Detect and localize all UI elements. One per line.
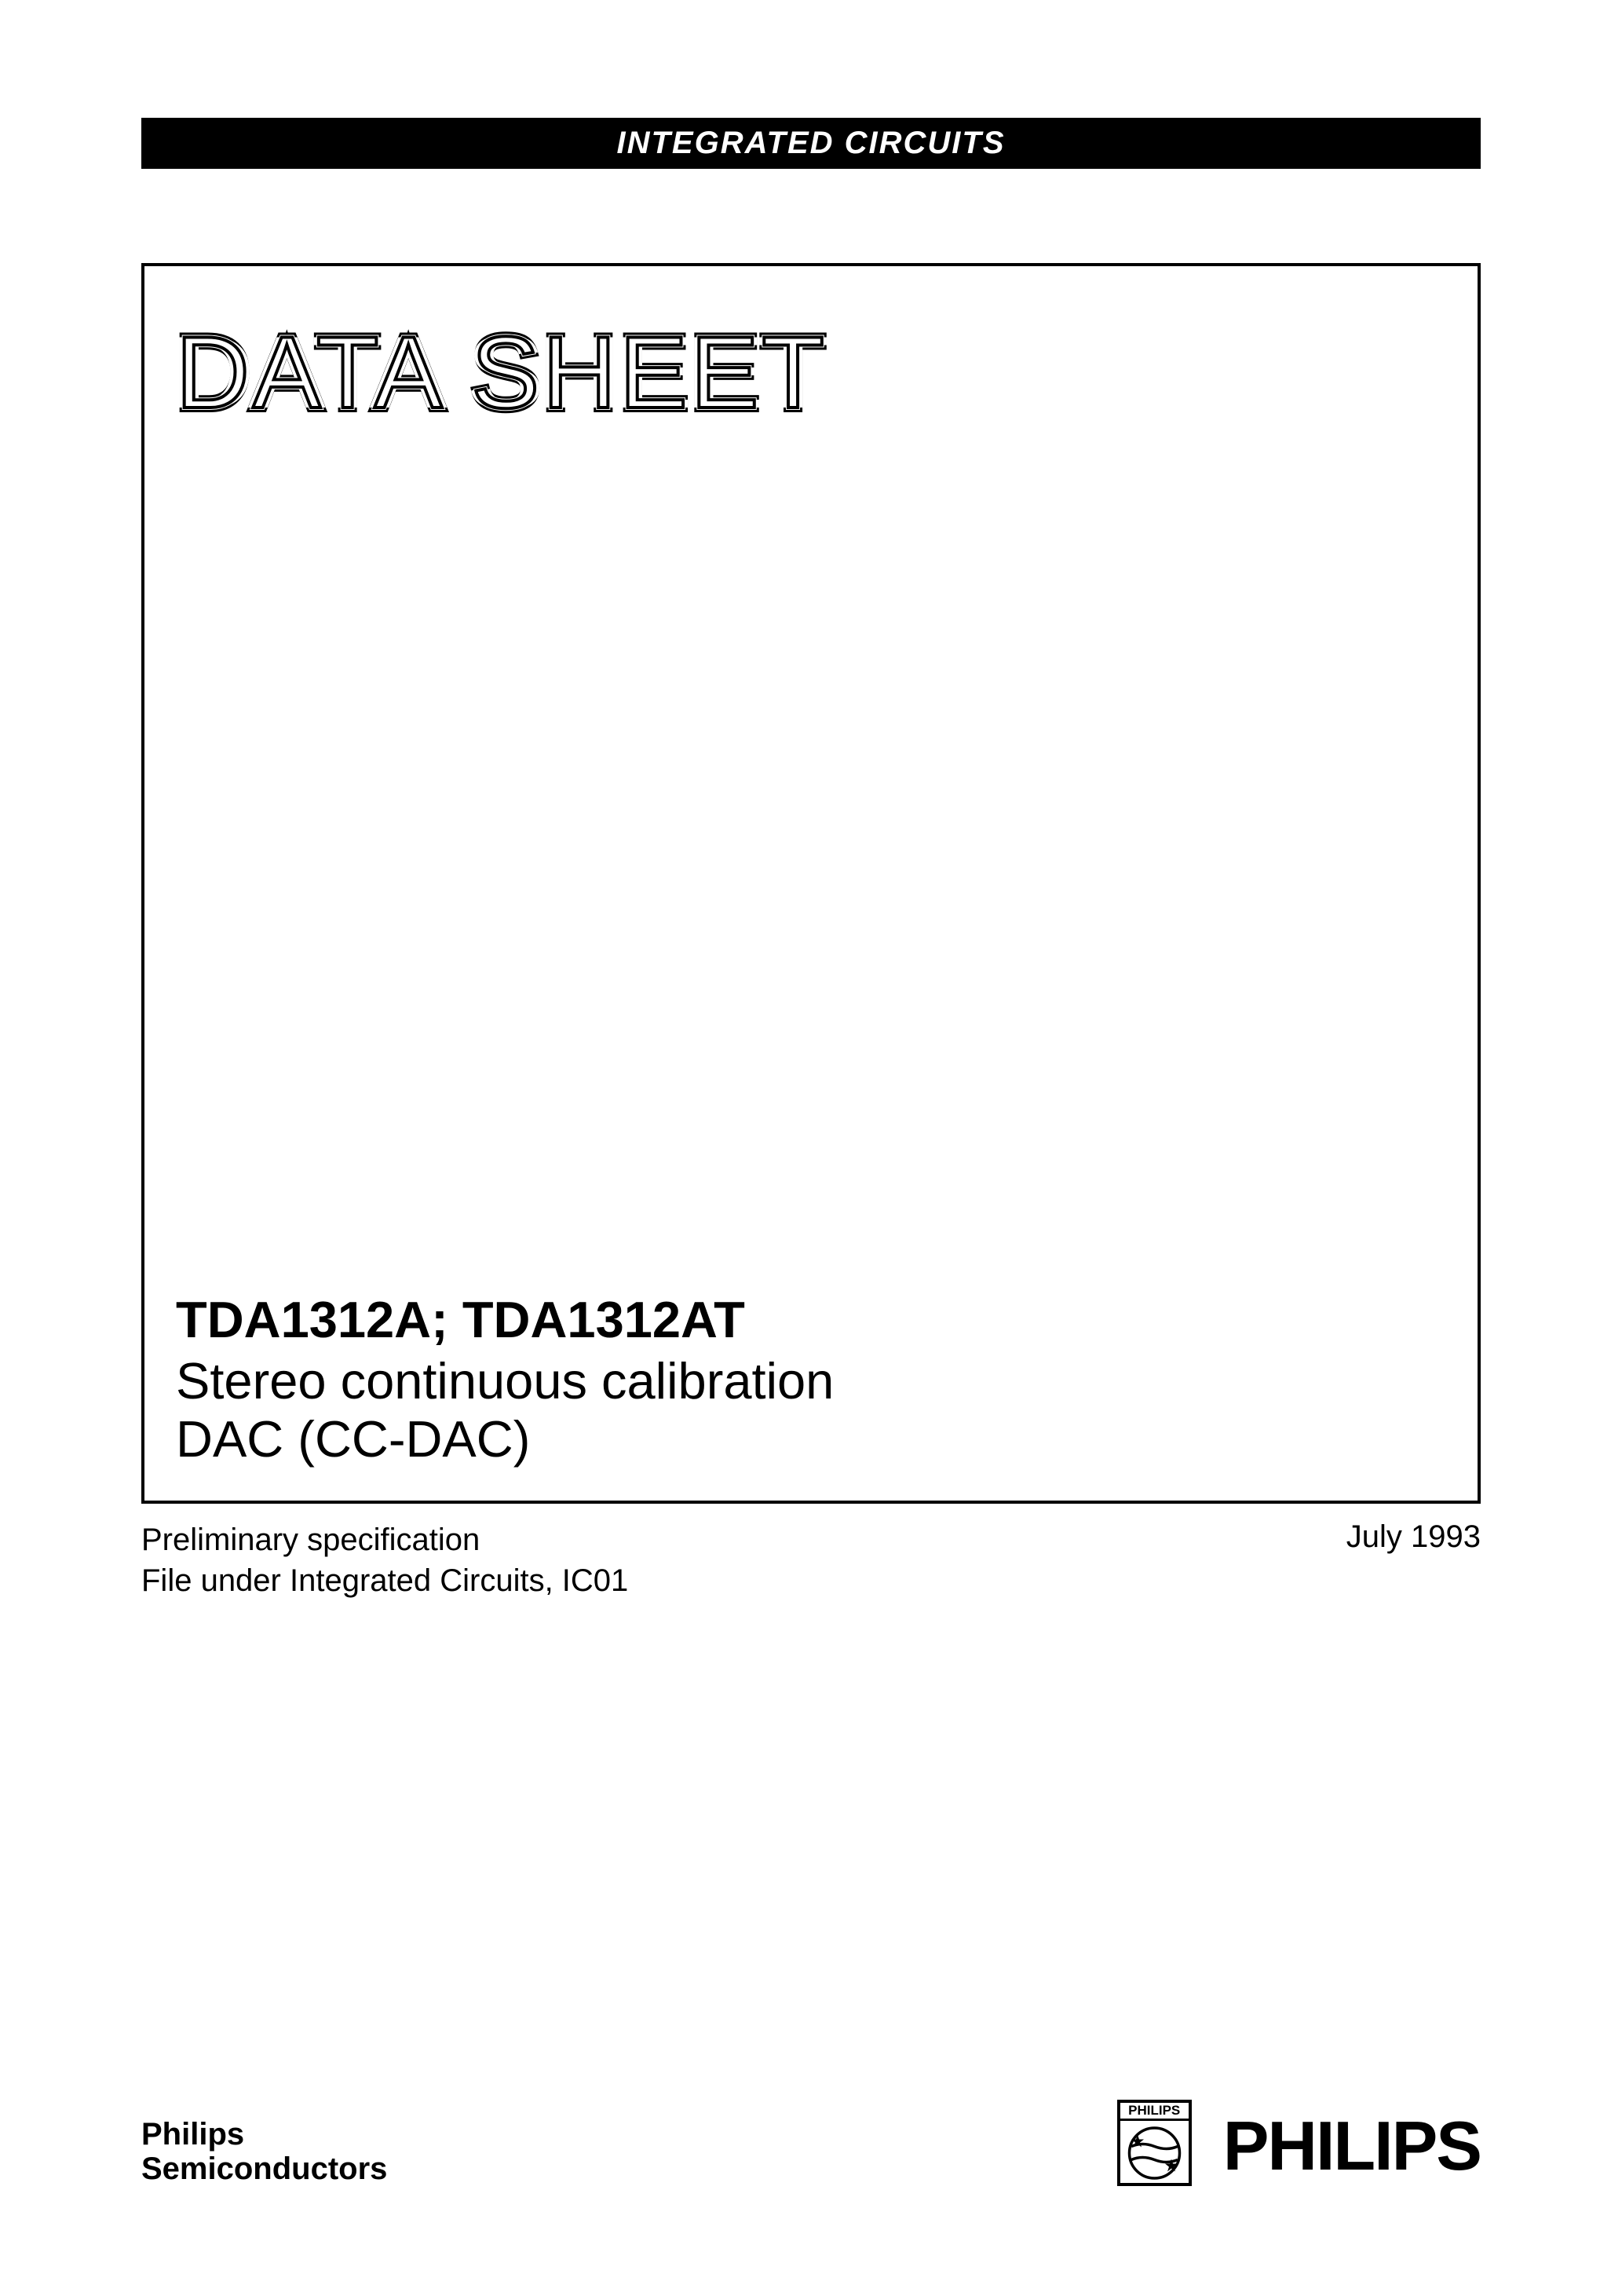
shield-logo-text: PHILIPS <box>1120 2103 1189 2121</box>
spec-line1: Preliminary specification <box>141 1519 628 1560</box>
spec-line2: File under Integrated Circuits, IC01 <box>141 1560 628 1601</box>
footer-company-name: Philips Semiconductors <box>141 2117 387 2186</box>
footer-line1: Philips <box>141 2117 387 2152</box>
product-description-line2: DAC (CC-DAC) <box>176 1410 834 1469</box>
main-content-box: DATA SHEET DATA SHEET DATA SHEET DATA SH… <box>141 263 1481 1504</box>
product-info: TDA1312A; TDA1312AT Stereo continuous ca… <box>176 1290 834 1470</box>
philips-wordmark: PHILIPS <box>1223 2106 1481 2186</box>
shield-emblem-icon <box>1120 2121 1189 2185</box>
page-footer: Philips Semiconductors PHILIPS PHILIPS <box>141 2100 1481 2186</box>
page-container: INTEGRATED CIRCUITS DATA SHEET DATA SHEE… <box>0 0 1622 2296</box>
philips-shield-logo: PHILIPS <box>1117 2100 1192 2186</box>
product-description-line1: Stereo continuous calibration <box>176 1352 834 1411</box>
product-code: TDA1312A; TDA1312AT <box>176 1290 834 1349</box>
header-banner: INTEGRATED CIRCUITS <box>141 118 1481 169</box>
shield-logo-emblem <box>1120 2121 1189 2185</box>
footer-line2: Semiconductors <box>141 2152 387 2186</box>
below-box-info: Preliminary specification File under Int… <box>141 1519 1481 1601</box>
date-text: July 1993 <box>1346 1519 1481 1601</box>
datasheet-title: DATA SHEET DATA SHEET DATA SHEET DATA SH… <box>176 313 1446 431</box>
spec-info: Preliminary specification File under Int… <box>141 1519 628 1601</box>
footer-logos: PHILIPS PHILIPS <box>1117 2100 1481 2186</box>
header-banner-text: INTEGRATED CIRCUITS <box>616 126 1005 160</box>
